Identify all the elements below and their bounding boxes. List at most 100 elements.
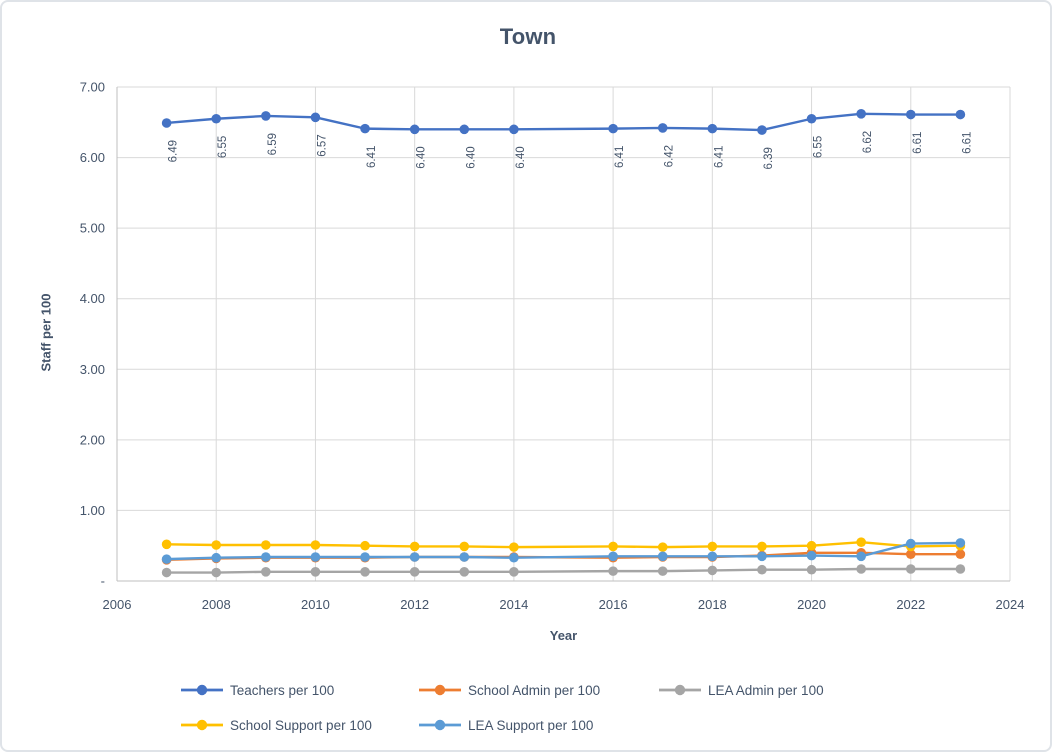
series-school-support-per-100 bbox=[161, 537, 966, 552]
gridlines bbox=[117, 86, 1011, 581]
data-label: 6.49 bbox=[168, 140, 180, 162]
data-point-marker bbox=[657, 566, 668, 576]
data-point-marker bbox=[806, 113, 817, 124]
data-point-marker bbox=[806, 540, 817, 551]
x-tick-label: 2012 bbox=[400, 597, 429, 612]
data-point-marker bbox=[409, 124, 420, 135]
data-label: 6.41 bbox=[366, 146, 378, 168]
data-label: 6.41 bbox=[614, 146, 626, 168]
chart-title: Town bbox=[499, 24, 557, 49]
data-point-marker bbox=[608, 566, 618, 576]
data-point-marker bbox=[856, 551, 866, 562]
data-point-marker bbox=[905, 549, 916, 559]
data-point-marker bbox=[707, 123, 718, 134]
x-tick-label: 2016 bbox=[599, 597, 628, 612]
data-point-marker bbox=[211, 113, 222, 124]
data-point-marker bbox=[310, 112, 321, 123]
data-point-marker bbox=[360, 552, 370, 562]
data-label: 6.41 bbox=[713, 146, 725, 168]
data-point-marker bbox=[360, 540, 370, 551]
data-point-marker bbox=[955, 564, 966, 574]
series-line bbox=[166, 541, 961, 561]
data-point-marker bbox=[657, 542, 668, 552]
data-point-marker bbox=[608, 123, 618, 134]
x-tick-label: 2018 bbox=[698, 597, 727, 612]
x-tick-label: 2006 bbox=[103, 597, 132, 612]
data-point-marker bbox=[161, 539, 172, 550]
data-point-marker bbox=[261, 111, 271, 121]
data-point-marker bbox=[459, 567, 470, 577]
data-label: 6.57 bbox=[316, 134, 328, 156]
data-point-marker bbox=[509, 542, 519, 552]
data-point-marker bbox=[757, 541, 767, 552]
data-point-marker bbox=[806, 550, 817, 561]
y-tick-label: 1.00 bbox=[80, 503, 105, 518]
data-point-marker bbox=[608, 551, 618, 562]
data-point-marker bbox=[509, 124, 519, 135]
data-point-marker bbox=[509, 552, 519, 563]
data-point-marker bbox=[657, 123, 668, 133]
series-line bbox=[166, 112, 961, 132]
data-point-marker bbox=[856, 537, 866, 547]
data-point-marker bbox=[310, 540, 321, 550]
data-point-marker bbox=[310, 567, 321, 577]
data-point-marker bbox=[856, 109, 866, 119]
data-point-marker bbox=[657, 551, 668, 562]
data-label: 6.62 bbox=[862, 131, 874, 153]
data-point-marker bbox=[955, 109, 966, 120]
x-tick-label: 2010 bbox=[301, 597, 330, 612]
data-point-marker bbox=[509, 567, 519, 577]
data-point-marker bbox=[409, 552, 420, 562]
data-point-marker bbox=[211, 552, 222, 563]
data-point-marker bbox=[757, 551, 767, 562]
x-tick-label: 2008 bbox=[202, 597, 231, 612]
data-label: 6.42 bbox=[664, 145, 676, 167]
data-point-marker bbox=[905, 109, 916, 120]
data-point-marker bbox=[360, 123, 370, 134]
x-tick-label: 2022 bbox=[896, 597, 925, 612]
data-label: 6.40 bbox=[416, 146, 428, 168]
data-label: 6.40 bbox=[515, 146, 527, 168]
series-teachers-per-100: 6.49 6.55 6.59 6.57 6.41 6.40 6.40 6.40 6.41 6.42… bbox=[161, 109, 973, 169]
data-point-marker bbox=[707, 551, 718, 562]
x-axis-title: Year bbox=[549, 628, 578, 643]
data-point-marker bbox=[757, 125, 767, 135]
data-point-marker bbox=[261, 552, 271, 562]
y-tick-label: 2.00 bbox=[80, 432, 105, 447]
data-point-marker bbox=[459, 541, 470, 552]
y-tick-label: 7.00 bbox=[80, 80, 105, 95]
data-point-marker bbox=[459, 124, 470, 135]
data-point-marker bbox=[310, 552, 321, 562]
data-point-marker bbox=[211, 567, 222, 578]
data-label: 6.55 bbox=[217, 136, 229, 158]
data-point-marker bbox=[161, 554, 172, 564]
tick-labels: 7.00 6.00 5.00 4.00 3.00 2.00 1.00 - 2006 2008 201… bbox=[80, 80, 1025, 613]
data-point-marker bbox=[459, 552, 470, 562]
data-point-marker bbox=[856, 564, 866, 574]
data-point-marker bbox=[409, 567, 420, 577]
x-tick-label: 2024 bbox=[996, 597, 1025, 612]
series-lea-support-per-100 bbox=[161, 538, 966, 564]
data-label: 6.40 bbox=[465, 146, 477, 168]
data-point-marker bbox=[757, 564, 767, 575]
data-label: 6.55 bbox=[813, 136, 825, 158]
data-point-marker bbox=[409, 541, 420, 552]
y-axis-title: Staff per 100 bbox=[38, 293, 54, 372]
data-point-marker bbox=[161, 118, 172, 128]
axis-lines bbox=[116, 87, 1010, 582]
x-tick-label: 2020 bbox=[797, 597, 826, 612]
data-point-marker bbox=[905, 564, 916, 574]
series-line bbox=[166, 567, 961, 574]
y-tick-label: 5.00 bbox=[80, 221, 105, 236]
series-lea-admin-per-100 bbox=[161, 564, 966, 578]
data-point-marker bbox=[608, 541, 618, 552]
y-tick-label: - bbox=[101, 574, 105, 589]
series-line bbox=[166, 540, 961, 549]
data-point-marker bbox=[261, 540, 271, 550]
data-point-marker bbox=[707, 565, 718, 576]
data-point-marker bbox=[806, 564, 817, 575]
data-label: 6.59 bbox=[267, 133, 279, 155]
y-tick-label: 6.00 bbox=[80, 150, 105, 165]
